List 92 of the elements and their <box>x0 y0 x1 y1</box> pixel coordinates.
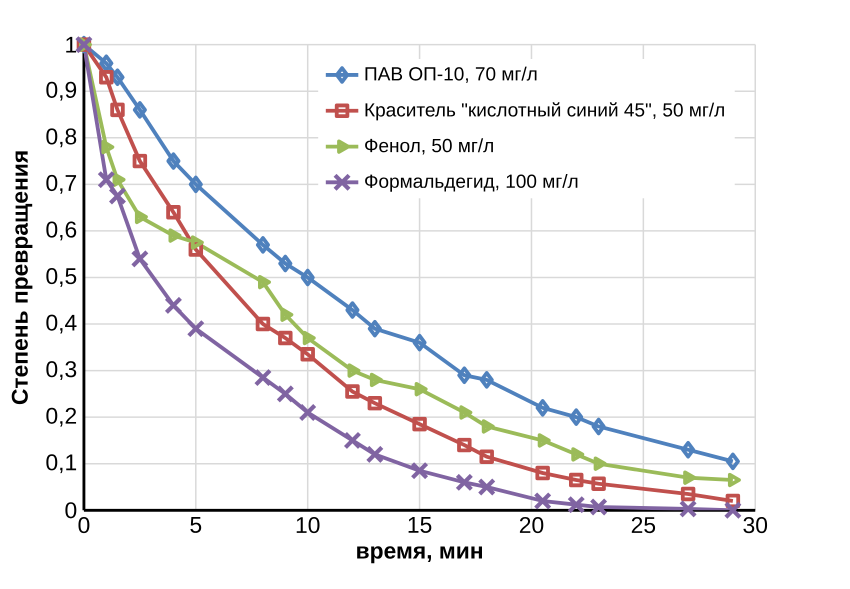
point <box>298 404 317 422</box>
point <box>132 101 147 119</box>
y-tick-label: 0 <box>65 502 76 518</box>
point <box>594 456 607 471</box>
x-tick-label: 15 <box>408 517 432 534</box>
legend-label: Формальдегид, 100 мг/л <box>365 174 578 192</box>
y-tick-label: 0,3 <box>46 361 76 380</box>
point <box>679 500 698 518</box>
point <box>130 250 149 268</box>
point <box>101 140 114 154</box>
legend-label: Краситель "кислотный синий 45", 50 мг/л <box>366 102 724 120</box>
point <box>99 70 114 85</box>
point <box>256 316 270 332</box>
point <box>571 447 584 462</box>
point <box>280 308 294 322</box>
point <box>110 102 125 118</box>
y-tick-label: 0,9 <box>46 82 76 101</box>
y-tick-label: 0,4 <box>46 314 77 334</box>
point <box>724 501 742 520</box>
point <box>480 371 494 389</box>
point <box>410 462 429 480</box>
point <box>278 254 292 272</box>
legend-label: ПАВ ОП-10, 70 мг/л <box>366 66 536 83</box>
point <box>728 472 741 488</box>
x-tick-label: 25 <box>632 517 656 534</box>
point <box>538 433 551 448</box>
point <box>166 152 180 170</box>
y-axis-title: Степень превращения <box>12 152 32 404</box>
point <box>591 476 606 492</box>
legend-label: Фенол, 50 мг/л <box>365 138 493 155</box>
y-tick-label: 0,1 <box>46 454 76 474</box>
point <box>348 364 360 378</box>
point <box>300 268 315 286</box>
y-tick-label: 0,2 <box>46 408 76 427</box>
point <box>132 154 148 168</box>
point <box>368 320 382 338</box>
x-tick-label: 20 <box>520 517 544 534</box>
point <box>567 496 586 514</box>
point <box>457 438 472 452</box>
point <box>412 334 427 352</box>
point <box>479 450 494 464</box>
x-tick-label: 0 <box>78 517 90 534</box>
point <box>590 498 608 516</box>
y-tick-label: 1 <box>66 36 76 53</box>
point <box>278 330 293 346</box>
point <box>412 417 427 432</box>
point <box>164 296 183 315</box>
y-tick-label: 0,5 <box>46 268 76 288</box>
point <box>97 170 116 189</box>
point <box>186 320 205 338</box>
point <box>276 384 294 404</box>
point <box>534 492 552 510</box>
x-tick-label: 10 <box>296 517 320 534</box>
point <box>258 275 271 290</box>
point <box>256 236 270 254</box>
point <box>482 419 495 434</box>
point <box>343 431 362 450</box>
point <box>166 205 181 220</box>
y-tick-label: 0,8 <box>46 128 76 148</box>
point <box>345 384 360 399</box>
point <box>680 486 696 502</box>
point <box>112 172 126 187</box>
point <box>302 330 316 346</box>
x-tick-label: 5 <box>190 517 202 534</box>
point <box>108 187 127 206</box>
point <box>726 452 740 470</box>
point <box>569 408 584 426</box>
point <box>370 372 383 388</box>
point <box>478 478 496 496</box>
point <box>535 466 550 480</box>
point <box>168 228 182 243</box>
point <box>134 210 148 224</box>
point <box>457 366 472 384</box>
point <box>190 235 204 250</box>
x-axis-title: время, мин <box>357 546 482 564</box>
point <box>300 347 315 362</box>
x-tick-label: 30 <box>743 517 768 534</box>
y-tick-label: 0,7 <box>46 175 76 194</box>
point <box>366 445 384 464</box>
point <box>681 441 696 459</box>
point <box>254 368 272 387</box>
point <box>414 382 428 396</box>
point <box>345 301 360 319</box>
y-tick-label: 0,6 <box>46 222 76 240</box>
point <box>592 418 606 436</box>
point <box>536 399 550 417</box>
point <box>683 470 696 485</box>
point <box>568 472 584 488</box>
point <box>368 396 382 411</box>
point <box>188 176 203 194</box>
point <box>455 473 474 492</box>
point <box>459 405 472 420</box>
